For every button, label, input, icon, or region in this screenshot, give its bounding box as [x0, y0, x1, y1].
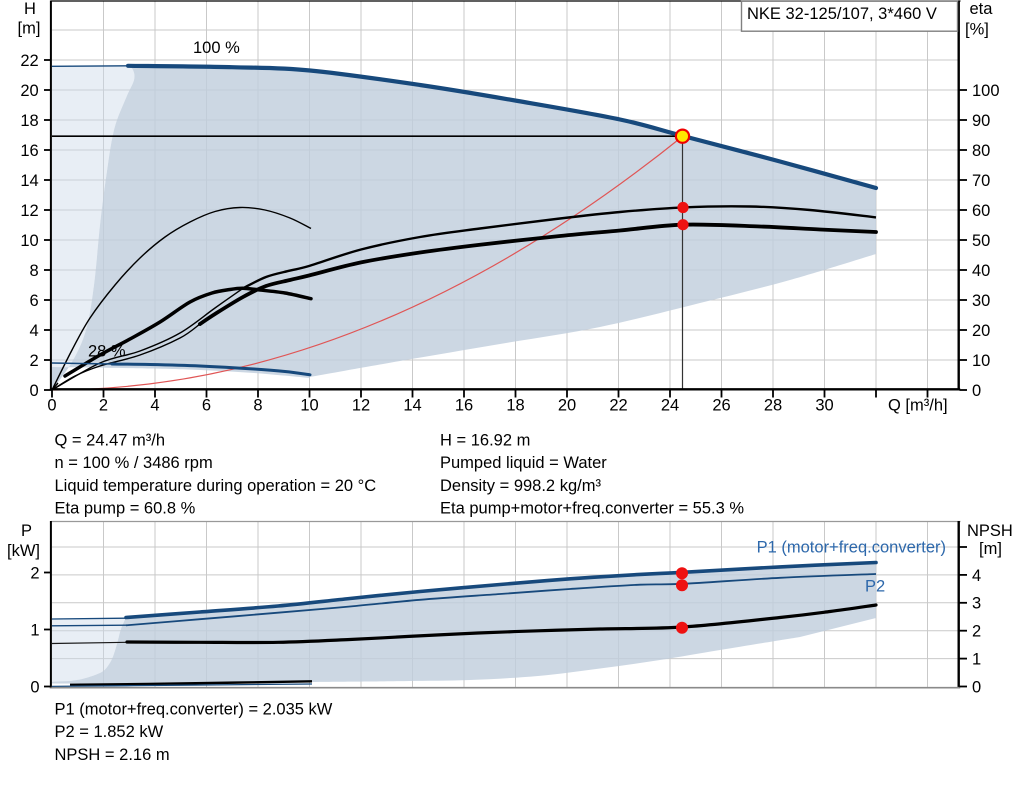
svg-text:3: 3: [972, 595, 981, 613]
svg-text:0: 0: [30, 382, 39, 400]
svg-text:28 %: 28 %: [88, 343, 126, 361]
svg-text:0: 0: [30, 679, 39, 697]
svg-text:60: 60: [972, 202, 990, 220]
svg-text:30: 30: [815, 397, 833, 415]
svg-text:Eta pump+motor+freq.converter: Eta pump+motor+freq.converter = 55.3 %: [440, 500, 744, 518]
svg-text:28: 28: [764, 397, 782, 415]
svg-text:0: 0: [972, 382, 981, 400]
svg-text:2: 2: [99, 397, 108, 415]
svg-text:0: 0: [972, 678, 981, 696]
svg-text:70: 70: [972, 172, 990, 190]
svg-text:14: 14: [20, 172, 38, 190]
svg-text:30: 30: [972, 292, 990, 310]
svg-text:14: 14: [403, 397, 421, 415]
svg-text:18: 18: [506, 397, 524, 415]
svg-text:20: 20: [20, 82, 38, 100]
svg-text:6: 6: [202, 397, 211, 415]
svg-text:18: 18: [20, 112, 38, 130]
svg-text:NPSH = 2.16 m: NPSH = 2.16 m: [55, 746, 170, 764]
svg-text:[%]: [%]: [965, 21, 989, 39]
svg-text:90: 90: [972, 112, 990, 130]
svg-text:22: 22: [20, 52, 38, 70]
svg-text:8: 8: [30, 262, 39, 280]
svg-text:[kW]: [kW]: [7, 542, 40, 560]
svg-text:8: 8: [253, 397, 262, 415]
svg-text:4: 4: [972, 567, 981, 585]
svg-text:4: 4: [30, 322, 39, 340]
svg-text:P1 (motor+freq.converter): P1 (motor+freq.converter): [757, 539, 946, 557]
svg-text:20: 20: [972, 322, 990, 340]
svg-text:H: H: [24, 0, 36, 18]
svg-text:1: 1: [30, 622, 39, 640]
svg-text:12: 12: [352, 397, 370, 415]
svg-text:6: 6: [30, 292, 39, 310]
svg-text:Liquid temperature during oper: Liquid temperature during operation = 20…: [55, 477, 377, 495]
svg-text:100: 100: [972, 82, 1000, 100]
svg-text:16: 16: [20, 142, 38, 160]
svg-text:12: 12: [20, 202, 38, 220]
svg-text:Q = 24.47 m³/h: Q = 24.47 m³/h: [55, 432, 166, 450]
svg-text:4: 4: [150, 397, 159, 415]
svg-text:eta: eta: [970, 0, 994, 18]
svg-text:2: 2: [972, 623, 981, 641]
svg-text:Density = 998.2 kg/m³: Density = 998.2 kg/m³: [440, 477, 601, 495]
svg-text:P2 = 1.852 kW: P2 = 1.852 kW: [55, 723, 164, 741]
svg-text:100 %: 100 %: [193, 39, 240, 57]
svg-text:2: 2: [30, 352, 39, 370]
svg-text:80: 80: [972, 142, 990, 160]
svg-text:Pumped liquid = Water: Pumped liquid = Water: [440, 454, 607, 472]
svg-text:40: 40: [972, 262, 990, 280]
svg-text:NKE 32-125/107, 3*460 V: NKE 32-125/107, 3*460 V: [747, 5, 937, 23]
svg-text:P2: P2: [865, 578, 885, 596]
svg-text:P1 (motor+freq.converter) = 2.: P1 (motor+freq.converter) = 2.035 kW: [55, 700, 333, 718]
svg-text:[m]: [m]: [979, 540, 1002, 558]
svg-text:1: 1: [972, 650, 981, 668]
svg-text:0: 0: [47, 397, 56, 415]
svg-text:10: 10: [300, 397, 318, 415]
svg-text:24: 24: [661, 397, 679, 415]
svg-text:[m]: [m]: [18, 20, 41, 38]
svg-text:Q [m³/h]: Q [m³/h]: [888, 397, 948, 415]
svg-text:H = 16.92 m: H = 16.92 m: [440, 432, 530, 450]
svg-text:50: 50: [972, 232, 990, 250]
svg-text:n = 100 % / 3486 rpm: n = 100 % / 3486 rpm: [55, 454, 213, 472]
svg-text:10: 10: [972, 352, 990, 370]
svg-text:22: 22: [609, 397, 627, 415]
svg-text:P: P: [21, 522, 32, 540]
svg-text:10: 10: [20, 232, 38, 250]
svg-text:20: 20: [558, 397, 576, 415]
svg-text:16: 16: [455, 397, 473, 415]
svg-text:2: 2: [30, 565, 39, 583]
svg-text:Eta pump = 60.8 %: Eta pump = 60.8 %: [55, 500, 196, 518]
svg-text:26: 26: [712, 397, 730, 415]
svg-text:NPSH: NPSH: [967, 522, 1013, 540]
